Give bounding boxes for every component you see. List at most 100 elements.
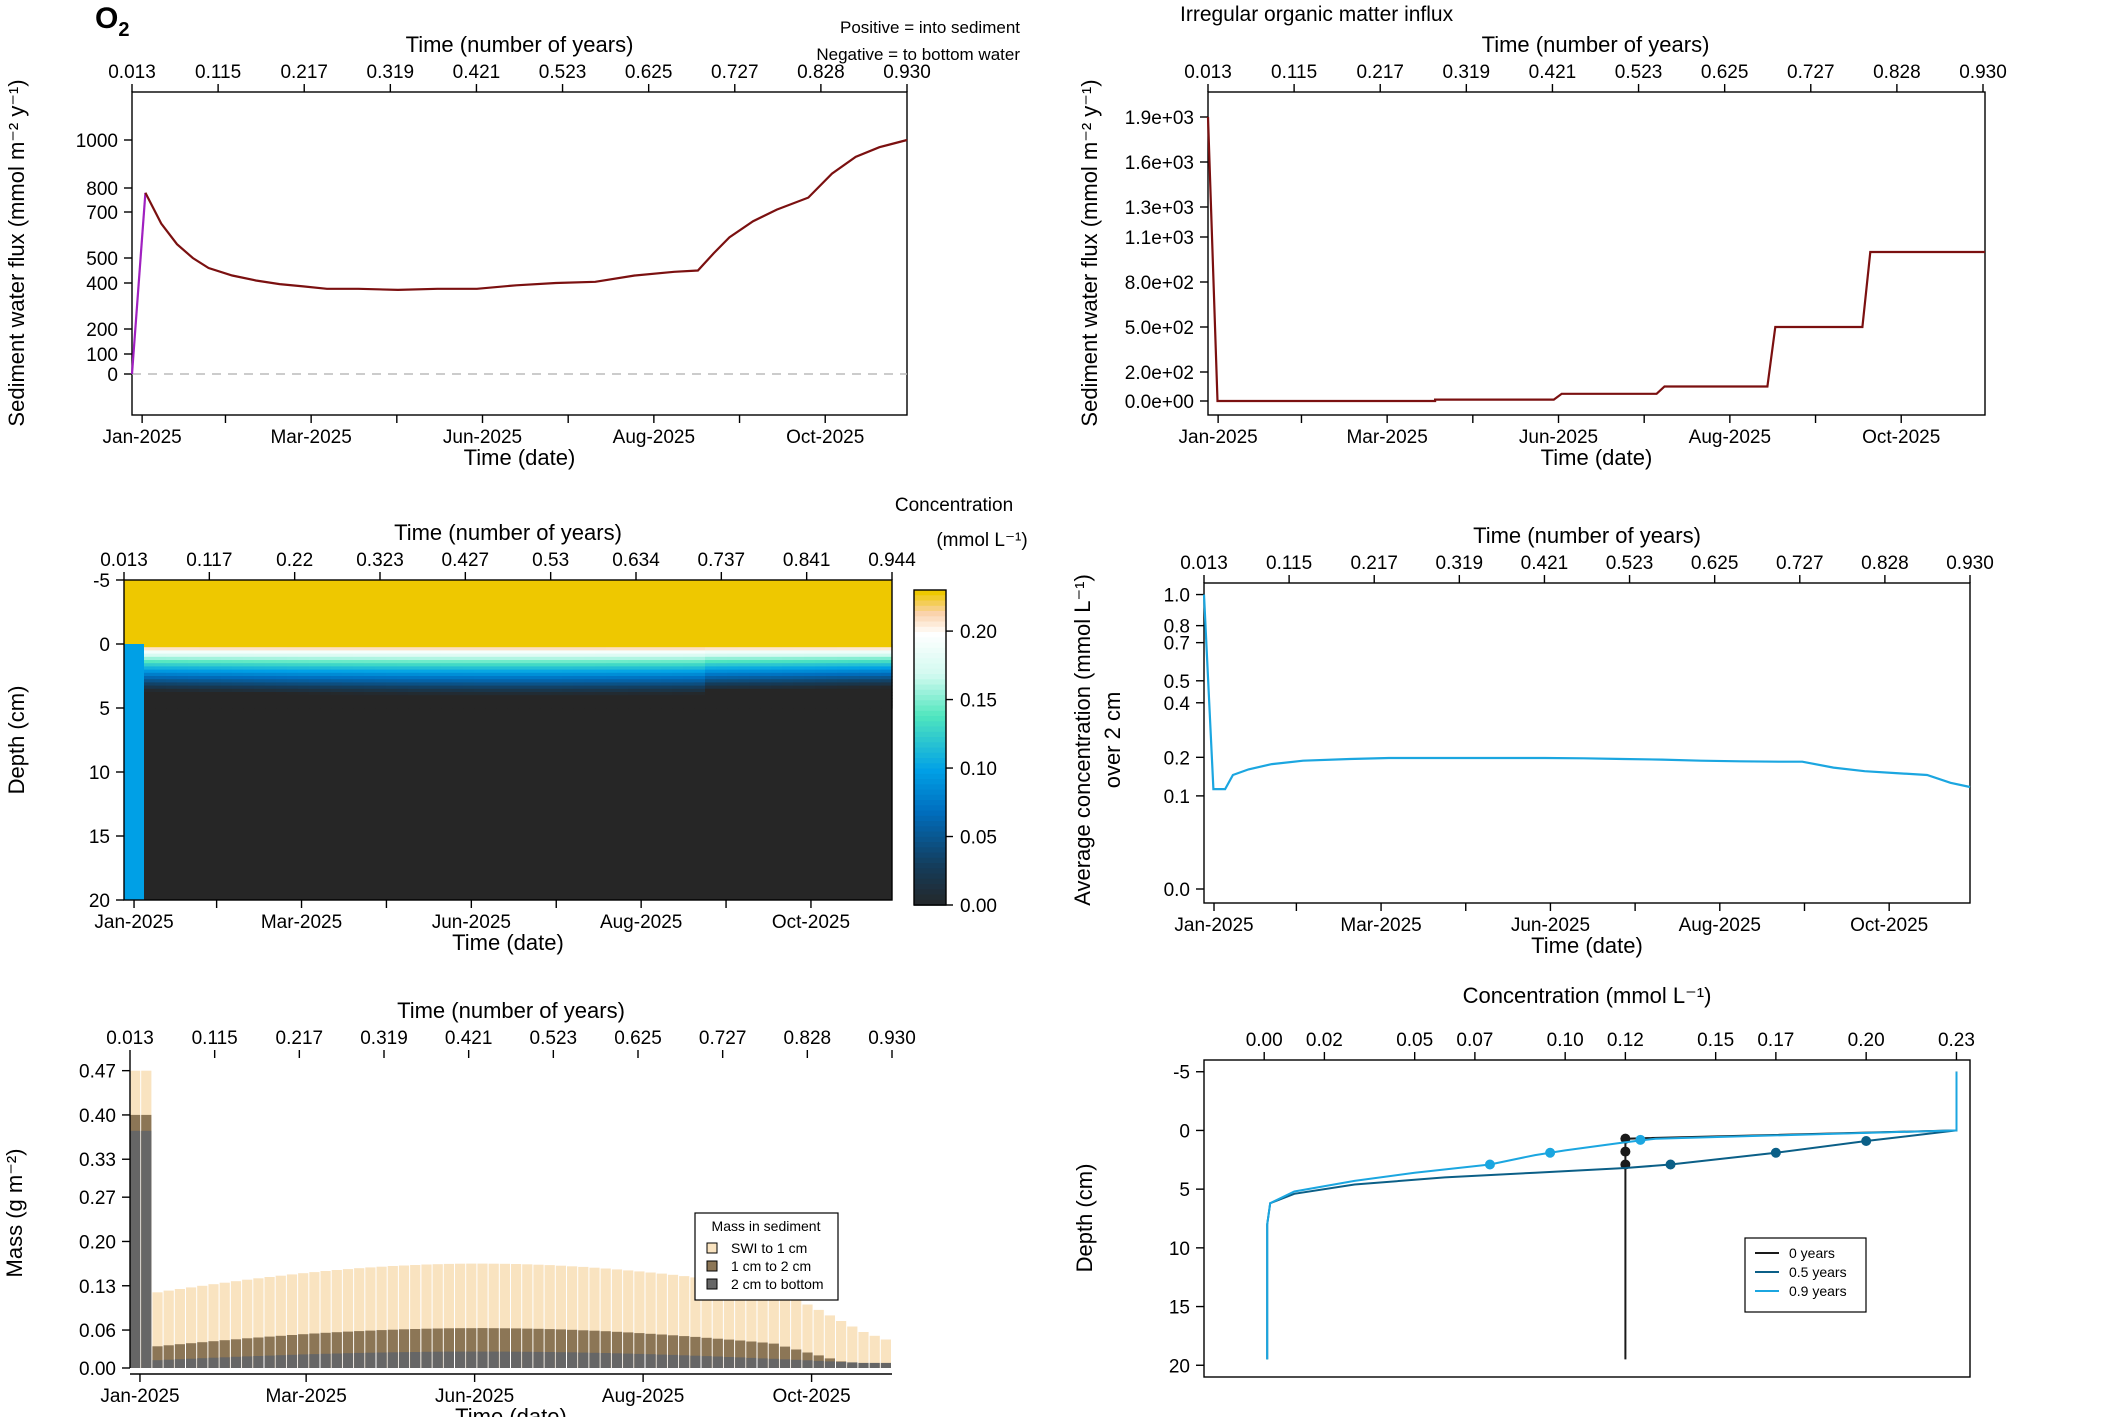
heatmap-cell: [188, 685, 200, 690]
heatmap-cell: [628, 669, 640, 674]
heatmap-cell: [199, 685, 211, 690]
heatmap-cell: [529, 679, 541, 683]
heatmap-cell: [628, 679, 640, 683]
heatmap-cell: [177, 692, 189, 696]
heatmap-cell: [243, 650, 255, 655]
heatmap-cell: [463, 704, 475, 709]
heatmap-cell: [540, 695, 552, 699]
heatmap-cell: [540, 644, 552, 648]
heatmap-cell: [771, 688, 783, 693]
heatmap-cell: [870, 672, 882, 677]
heatmap-cell: [716, 692, 728, 696]
heatmap-cell: [496, 698, 508, 703]
heatmap-cell: [661, 669, 673, 674]
heatmap-cell: [705, 647, 717, 651]
heatmap-cell: [738, 660, 750, 664]
left-tick-label: 0.4: [1164, 694, 1191, 715]
bar-1cm-to-2cm: [611, 1331, 623, 1368]
top-tick-label: 0.23: [1938, 1030, 1975, 1051]
heatmap-cell: [353, 682, 365, 687]
heatmap-cell: [166, 692, 178, 696]
heatmap-cell: [804, 682, 816, 687]
heatmap-cell: [749, 704, 761, 709]
bar-1cm-to-2cm: [197, 1342, 208, 1368]
heatmap-cell: [298, 698, 310, 703]
colorbar-cell: [914, 679, 946, 686]
heatmap-cell: [716, 676, 728, 680]
heatmap-cell: [452, 679, 464, 683]
heatmap-cell: [287, 682, 299, 687]
bar-2cm-to-bottom: [443, 1351, 454, 1368]
heatmap-cell: [144, 666, 156, 671]
heatmap-cell: [276, 672, 288, 677]
heatmap-cell: [683, 663, 695, 667]
heatmap-cell: [837, 644, 849, 648]
heatmap-cell: [859, 653, 871, 658]
heatmap-cell: [177, 676, 189, 680]
heatmap-cell: [595, 660, 607, 664]
heatmap-cell: [430, 647, 442, 651]
bottom-tick-label: Jun-2025: [435, 1386, 514, 1407]
heatmap-cell: [848, 669, 860, 674]
heatmap-cell: [749, 685, 761, 690]
heatmap-cell: [628, 682, 640, 687]
bar-swi-to-1cm: [455, 1263, 466, 1368]
heatmap-cell: [155, 701, 167, 706]
heatmap-cell: [188, 672, 200, 677]
heatmap-cell: [716, 666, 728, 671]
heatmap-cell: [672, 682, 684, 687]
heatmap-cell: [705, 650, 717, 655]
plot-frame: [1203, 582, 1971, 904]
bar-swi-to-1cm: [197, 1285, 208, 1368]
heatmap-cell: [309, 685, 321, 690]
heatmap-cell: [441, 701, 453, 706]
heatmap-cell: [166, 669, 178, 674]
heatmap-cell: [496, 695, 508, 699]
heatmap-cell: [793, 663, 805, 667]
heatmap-cell: [562, 688, 574, 693]
heatmap-cell: [738, 682, 750, 687]
heatmap-cell: [265, 688, 277, 693]
heatmap-cell: [606, 650, 618, 655]
heatmap-cell: [628, 676, 640, 680]
heatmap-cell: [771, 660, 783, 664]
heatmap-cell: [738, 685, 750, 690]
bar-1cm-to-2cm: [779, 1346, 791, 1368]
heatmap-cell: [804, 685, 816, 690]
avg-conc-panel: 0.00.10.20.40.50.70.81.00.013 0.115 0.217 0…: [1070, 523, 1994, 958]
heatmap-cell: [188, 692, 200, 696]
heatmap-cell: [738, 698, 750, 703]
heatmap-cell: [221, 647, 233, 651]
heatmap-cell: [661, 701, 673, 706]
heatmap-cell: [573, 692, 585, 696]
heatmap-cell: [144, 704, 156, 709]
heatmap-cell: [463, 644, 475, 648]
heatmap-cell: [331, 679, 343, 683]
heatmap-cell: [639, 650, 651, 655]
top-tick-label: 0.319: [1443, 62, 1491, 83]
heatmap-cell: [617, 676, 629, 680]
heatmap-cell: [155, 669, 167, 674]
heatmap-cell: [826, 692, 838, 696]
heatmap-cell: [342, 676, 354, 680]
heatmap-cell: [815, 692, 827, 696]
bar-swi-to-1cm: [522, 1264, 533, 1368]
heatmap-cell: [518, 704, 530, 709]
bar-2cm-to-bottom: [488, 1351, 499, 1368]
heatmap-cell: [683, 644, 695, 648]
heatmap-cell: [507, 656, 519, 661]
heatmap-cell: [155, 666, 167, 671]
colorbar-cell: [914, 737, 946, 743]
heatmap-cell: [617, 672, 629, 677]
heatmap-cell: [364, 672, 376, 677]
colorbar-cell: [914, 878, 946, 885]
heatmap-cell: [782, 682, 794, 687]
heatmap-cell: [859, 676, 871, 680]
bar-2cm-to-bottom: [130, 1130, 141, 1368]
bar-2cm-to-bottom: [567, 1352, 578, 1368]
heatmap-cell: [298, 644, 310, 648]
heatmap-cell: [408, 647, 420, 651]
left-tick-label: 1.6e+03: [1125, 153, 1194, 174]
plot-frame: [123, 579, 893, 901]
heatmap-cell: [188, 679, 200, 683]
